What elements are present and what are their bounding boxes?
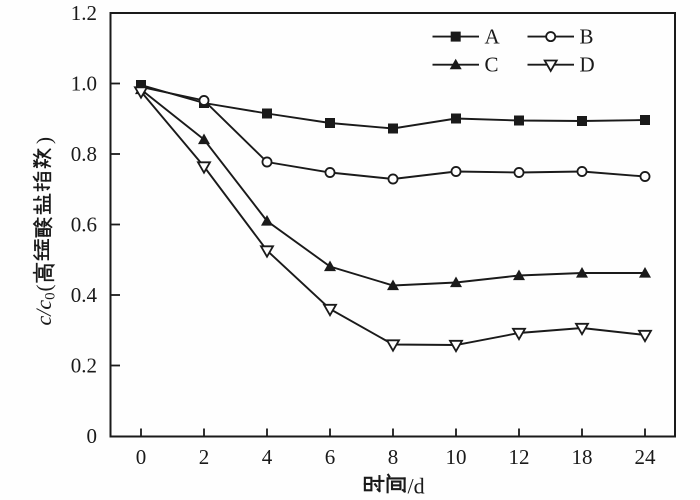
svg-text:12: 12 — [509, 445, 530, 469]
svg-text:0.8: 0.8 — [71, 142, 97, 166]
svg-text:0.4: 0.4 — [71, 283, 98, 307]
svg-text:0: 0 — [87, 424, 98, 448]
svg-text:24: 24 — [635, 445, 657, 469]
svg-text:1.2: 1.2 — [71, 1, 97, 25]
svg-text:0.2: 0.2 — [71, 354, 97, 378]
svg-text:4: 4 — [262, 445, 273, 469]
svg-text:0: 0 — [136, 445, 147, 469]
svg-text:18: 18 — [572, 445, 593, 469]
svg-text:): ) — [32, 137, 56, 144]
svg-text:1.0: 1.0 — [71, 72, 97, 96]
svg-text:(: ( — [32, 285, 56, 292]
svg-text:2: 2 — [199, 445, 210, 469]
svg-text:B: B — [580, 25, 594, 49]
svg-text:0.6: 0.6 — [71, 213, 97, 237]
svg-text:10: 10 — [446, 445, 467, 469]
svg-text:D: D — [580, 53, 595, 77]
svg-text:C: C — [485, 53, 499, 77]
svg-text:A: A — [485, 25, 501, 49]
svg-text:/d: /d — [408, 474, 425, 499]
svg-text:6: 6 — [325, 445, 336, 469]
svg-text:8: 8 — [388, 445, 399, 469]
